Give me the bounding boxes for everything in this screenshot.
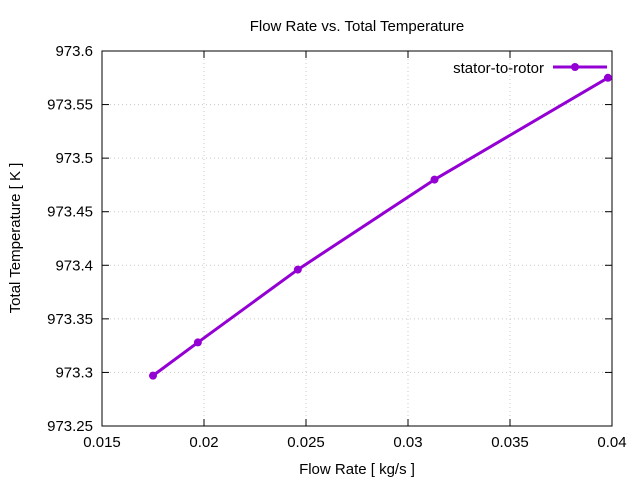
y-tick-label: 973.35: [47, 311, 93, 328]
legend-label: stator-to-rotor: [453, 60, 544, 77]
axis-ticks: [102, 51, 612, 426]
y-tick-label: 973.4: [55, 257, 93, 274]
legend-marker: [571, 63, 579, 71]
data-point: [604, 74, 612, 82]
y-tick-label: 973.5: [55, 150, 93, 167]
y-tick-label: 973.45: [47, 204, 93, 221]
y-tick-label: 973.25: [47, 418, 93, 435]
x-tick-label: 0.025: [287, 434, 325, 451]
y-tick-label: 973.55: [47, 97, 93, 114]
data-point: [294, 266, 302, 274]
series-line: [153, 78, 608, 376]
x-axis-label: Flow Rate [ kg/s ]: [299, 461, 415, 478]
series-layer: [149, 74, 612, 380]
y-tick-label: 973.3: [55, 364, 93, 381]
y-axis-label: Total Temperature [ K ]: [7, 163, 24, 314]
plot-frame: [102, 51, 612, 426]
x-tick-label: 0.035: [491, 434, 529, 451]
data-point: [431, 176, 439, 184]
chart-title: Flow Rate vs. Total Temperature: [250, 18, 465, 35]
y-tick-label: 973.6: [55, 43, 93, 60]
data-point: [194, 338, 202, 346]
x-tick-label: 0.02: [189, 434, 218, 451]
x-tick-label: 0.015: [83, 434, 121, 451]
x-tick-label: 0.03: [393, 434, 422, 451]
data-point: [149, 372, 157, 380]
grid-lines: [102, 51, 612, 426]
legend: stator-to-rotor: [453, 60, 607, 77]
x-tick-label: 0.04: [597, 434, 626, 451]
